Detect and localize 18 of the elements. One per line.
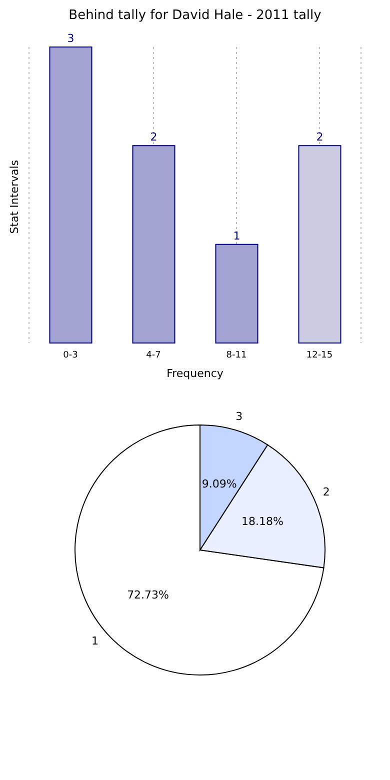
x-tick-label: 0-3 [63, 350, 78, 360]
slice-label: 3 [236, 410, 243, 424]
data-label: 2 [150, 130, 158, 144]
slice-label: 1 [91, 634, 98, 648]
chart-title: Behind tally for David Hale - 2011 tally [68, 8, 322, 23]
x-tick-label: 12-15 [306, 350, 333, 360]
pie-slice [74, 424, 324, 676]
x-tick-label: 4-7 [146, 350, 161, 360]
slice-label: 2 [322, 486, 330, 499]
data-label: 72.73% [127, 588, 170, 602]
y-axis-title: Stat Intervals [8, 160, 21, 234]
x-tick-label: 8-11 [226, 350, 247, 360]
data-label: 3 [67, 32, 74, 45]
data-label: 9.09% [202, 478, 237, 491]
data-label: 18.18% [242, 514, 284, 528]
data-label: 1 [233, 229, 240, 242]
data-label: 2 [316, 130, 324, 144]
x-axis-title: Frequency [166, 367, 224, 380]
